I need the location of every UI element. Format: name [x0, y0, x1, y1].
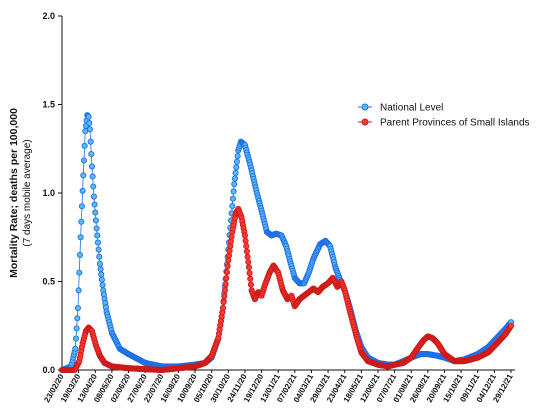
- data-point: [97, 266, 104, 273]
- data-point: [247, 275, 254, 282]
- axes: [61, 16, 515, 371]
- data-point: [92, 217, 99, 224]
- legend-marker-provinces: [361, 118, 369, 126]
- data-point: [88, 163, 95, 170]
- data-point: [219, 304, 227, 312]
- data-point: [80, 172, 87, 179]
- data-point: [86, 126, 93, 133]
- data-point: [232, 169, 239, 176]
- data-point: [94, 232, 101, 239]
- data-point: [229, 195, 236, 202]
- data-point: [79, 187, 86, 194]
- y-tick-label: 0.5: [42, 277, 55, 287]
- data-point: [72, 345, 79, 352]
- data-point: [243, 243, 250, 250]
- data-point: [223, 275, 230, 282]
- data-point: [75, 287, 82, 294]
- data-point: [77, 234, 84, 241]
- data-point: [81, 142, 88, 149]
- data-point: [245, 264, 252, 271]
- data-point: [246, 270, 253, 277]
- data-point: [223, 269, 231, 276]
- data-point: [229, 202, 236, 210]
- data-point: [86, 120, 93, 127]
- y-axis-label-secondary: (7 days mobile average): [22, 139, 33, 246]
- legend-item-national: National Level: [358, 103, 443, 114]
- data-point: [221, 293, 228, 300]
- data-point: [245, 258, 252, 266]
- data-point: [224, 263, 231, 270]
- data-point: [94, 239, 101, 246]
- data-point: [78, 218, 85, 225]
- data-point: [80, 157, 87, 164]
- data-point: [85, 113, 92, 120]
- data-point: [507, 322, 515, 329]
- data-point: [222, 281, 229, 288]
- data-point: [220, 299, 227, 306]
- data-point: [91, 201, 98, 208]
- data-point: [244, 253, 251, 260]
- data-point: [233, 158, 240, 165]
- data-point: [231, 175, 238, 182]
- data-point: [242, 237, 249, 244]
- data-point: [95, 246, 102, 253]
- data-point: [234, 153, 241, 160]
- data-point: [74, 315, 81, 322]
- data-point: [88, 151, 95, 158]
- data-point: [90, 183, 97, 190]
- data-point: [243, 248, 250, 255]
- data-point: [221, 287, 229, 294]
- legend-item-provinces: Parent Provinces of Small Islands: [358, 118, 530, 129]
- data-point: [99, 281, 106, 289]
- data-point: [76, 251, 84, 258]
- data-point: [96, 253, 103, 260]
- data-point: [98, 276, 105, 283]
- y-axis-label: Mortality Rate; deaths per 100,000: [8, 108, 20, 278]
- series-1: [58, 205, 515, 374]
- y-tick-label: 0.0: [42, 365, 55, 375]
- data-point: [230, 188, 237, 195]
- data-point: [231, 181, 238, 188]
- series-line: [62, 207, 512, 371]
- legend: National Level Parent Provinces of Small…: [358, 103, 530, 129]
- data-point: [89, 173, 96, 180]
- data-point: [73, 325, 80, 332]
- legend-marker-national: [361, 103, 369, 111]
- data-point: [78, 203, 86, 210]
- y-tick-label: 1.5: [42, 100, 55, 110]
- data-point: [233, 164, 240, 171]
- data-point: [92, 209, 99, 216]
- series-layer: [58, 112, 515, 374]
- data-point: [247, 281, 254, 288]
- y-tick-label: 2.0: [42, 11, 55, 21]
- data-point: [87, 138, 94, 145]
- y-ticks: 0.0 0.5 1.0 1.5 2.0: [42, 11, 62, 375]
- legend-label-provinces: Parent Provinces of Small Islands: [380, 118, 530, 129]
- data-point: [90, 193, 97, 200]
- x-ticks: 23/02/2019/03/2013/04/2008/05/2002/06/20…: [42, 370, 515, 404]
- data-point: [74, 304, 82, 312]
- y-tick-label: 1.0: [42, 188, 55, 198]
- series-0: [58, 112, 515, 374]
- data-point: [93, 225, 100, 232]
- data-point: [72, 335, 80, 342]
- data-point: [241, 232, 248, 239]
- data-point: [96, 260, 103, 267]
- data-point: [76, 269, 83, 276]
- data-point: [98, 271, 105, 278]
- legend-label-national: National Level: [380, 103, 443, 114]
